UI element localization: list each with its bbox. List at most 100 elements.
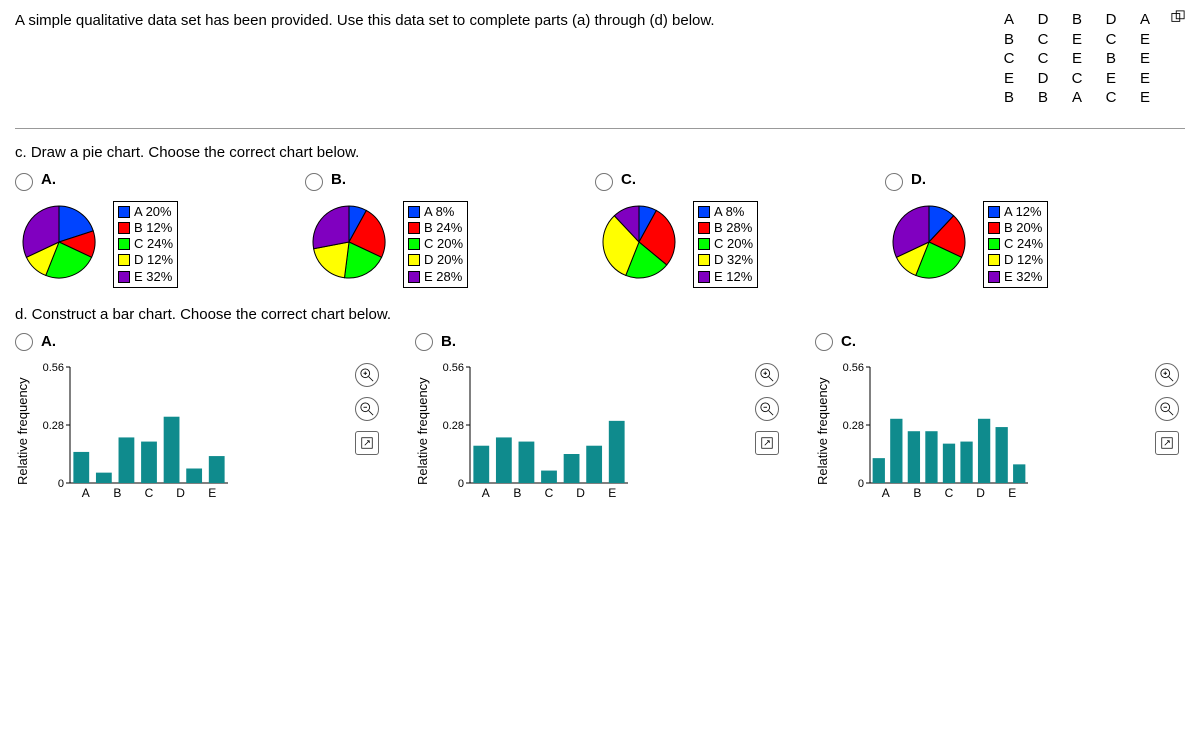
pie-block: A 12%B 20%C 24%D 12%E 32% xyxy=(889,201,1175,288)
data-cell: E xyxy=(1003,69,1017,89)
legend-row: E 12% xyxy=(698,269,753,285)
data-cell: A xyxy=(1071,88,1085,108)
legend-row: D 12% xyxy=(988,252,1043,268)
svg-text:0: 0 xyxy=(58,478,64,490)
pie-chart xyxy=(19,202,99,286)
data-cell: B xyxy=(1037,88,1051,108)
svg-text:0.28: 0.28 xyxy=(843,420,864,432)
data-cell: C xyxy=(1105,88,1119,108)
y-axis-label: Relative frequency xyxy=(815,361,830,501)
legend-row: A 20% xyxy=(118,204,173,220)
svg-text:C: C xyxy=(945,486,954,500)
pie-chart xyxy=(889,202,969,286)
zoom-in-icon[interactable] xyxy=(355,363,379,387)
legend-row: C 20% xyxy=(698,236,753,252)
svg-text:C: C xyxy=(145,486,154,500)
y-axis-label: Relative frequency xyxy=(15,361,30,501)
partC-radio-D[interactable] xyxy=(885,173,903,191)
zoom-out-icon[interactable] xyxy=(755,397,779,421)
data-cell: E xyxy=(1139,69,1153,89)
option-label: C. xyxy=(841,333,856,350)
legend-row: D 20% xyxy=(408,252,463,268)
data-cell: E xyxy=(1139,30,1153,50)
svg-text:B: B xyxy=(913,486,921,500)
data-cell: B xyxy=(1105,49,1119,69)
bar-chart: 00.280.56ABCDE xyxy=(834,361,1034,501)
pie-options-row: A. A 20%B 12%C 24%D 12%E 32% B. A 8%B 24… xyxy=(15,171,1185,288)
partD-radio-A[interactable] xyxy=(15,333,33,351)
data-cell: C xyxy=(1071,69,1085,89)
svg-text:E: E xyxy=(208,486,216,500)
data-cell: C xyxy=(1037,30,1051,50)
partC-radio-C[interactable] xyxy=(595,173,613,191)
legend-row: E 28% xyxy=(408,269,463,285)
bar-chart: 00.280.56ABCDE xyxy=(434,361,634,501)
bar-chart: 00.280.56ABCDE xyxy=(34,361,234,501)
partD-radio-B[interactable] xyxy=(415,333,433,351)
pie-block: A 8%B 24%C 20%D 20%E 28% xyxy=(309,201,595,288)
svg-text:0: 0 xyxy=(858,478,864,490)
option-label: C. xyxy=(621,171,636,188)
legend-box: A 8%B 28%C 20%D 32%E 12% xyxy=(693,201,758,288)
legend-box: A 12%B 20%C 24%D 12%E 32% xyxy=(983,201,1048,288)
legend-row: D 12% xyxy=(118,252,173,268)
option-label: A. xyxy=(41,171,56,188)
popout-icon[interactable] xyxy=(1163,10,1185,28)
partD-title: d. Construct a bar chart. Choose the cor… xyxy=(15,306,1185,323)
partC-radio-A[interactable] xyxy=(15,173,33,191)
data-cell: A xyxy=(1139,10,1153,30)
y-axis-label: Relative frequency xyxy=(415,361,430,501)
svg-text:A: A xyxy=(482,486,490,500)
divider xyxy=(15,128,1185,129)
legend-row: A 12% xyxy=(988,204,1043,220)
data-cell: E xyxy=(1139,88,1153,108)
pie-block: A 8%B 28%C 20%D 32%E 12% xyxy=(599,201,885,288)
zoom-in-icon[interactable] xyxy=(1155,363,1179,387)
data-cell: D xyxy=(1105,10,1119,30)
svg-text:0.56: 0.56 xyxy=(443,362,464,374)
svg-text:D: D xyxy=(976,486,985,500)
svg-text:B: B xyxy=(113,486,121,500)
option-label: A. xyxy=(41,333,56,350)
data-cell: B xyxy=(1003,88,1017,108)
legend-row: C 24% xyxy=(988,236,1043,252)
expand-icon[interactable] xyxy=(755,431,779,455)
top-row: A simple qualitative data set has been p… xyxy=(15,10,1185,108)
pie-chart xyxy=(599,202,679,286)
legend-box: A 8%B 24%C 20%D 20%E 28% xyxy=(403,201,468,288)
svg-text:A: A xyxy=(882,486,890,500)
zoom-in-icon[interactable] xyxy=(755,363,779,387)
svg-text:D: D xyxy=(176,486,185,500)
svg-text:D: D xyxy=(576,486,585,500)
svg-text:C: C xyxy=(545,486,554,500)
pie-block: A 20%B 12%C 24%D 12%E 32% xyxy=(19,201,305,288)
data-cell: E xyxy=(1071,49,1085,69)
svg-text:0.28: 0.28 xyxy=(43,420,64,432)
legend-row: B 24% xyxy=(408,220,463,236)
legend-row: E 32% xyxy=(988,269,1043,285)
pie-chart xyxy=(309,202,389,286)
partC-radio-B[interactable] xyxy=(305,173,323,191)
data-cell: E xyxy=(1139,49,1153,69)
legend-row: B 20% xyxy=(988,220,1043,236)
expand-icon[interactable] xyxy=(1155,431,1179,455)
legend-row: D 32% xyxy=(698,252,753,268)
question-intro: A simple qualitative data set has been p… xyxy=(15,10,715,31)
data-cell: A xyxy=(1003,10,1017,30)
expand-icon[interactable] xyxy=(355,431,379,455)
legend-row: B 12% xyxy=(118,220,173,236)
svg-text:E: E xyxy=(608,486,616,500)
svg-text:0.56: 0.56 xyxy=(43,362,64,374)
option-label: B. xyxy=(441,333,456,350)
zoom-out-icon[interactable] xyxy=(355,397,379,421)
legend-box: A 20%B 12%C 24%D 12%E 32% xyxy=(113,201,178,288)
data-cell: C xyxy=(1003,49,1017,69)
data-cell: D xyxy=(1037,10,1051,30)
svg-text:0.56: 0.56 xyxy=(843,362,864,374)
legend-row: C 20% xyxy=(408,236,463,252)
zoom-out-icon[interactable] xyxy=(1155,397,1179,421)
partD-radio-C[interactable] xyxy=(815,333,833,351)
svg-text:0.28: 0.28 xyxy=(443,420,464,432)
legend-row: A 8% xyxy=(698,204,753,220)
data-cell: D xyxy=(1037,69,1051,89)
